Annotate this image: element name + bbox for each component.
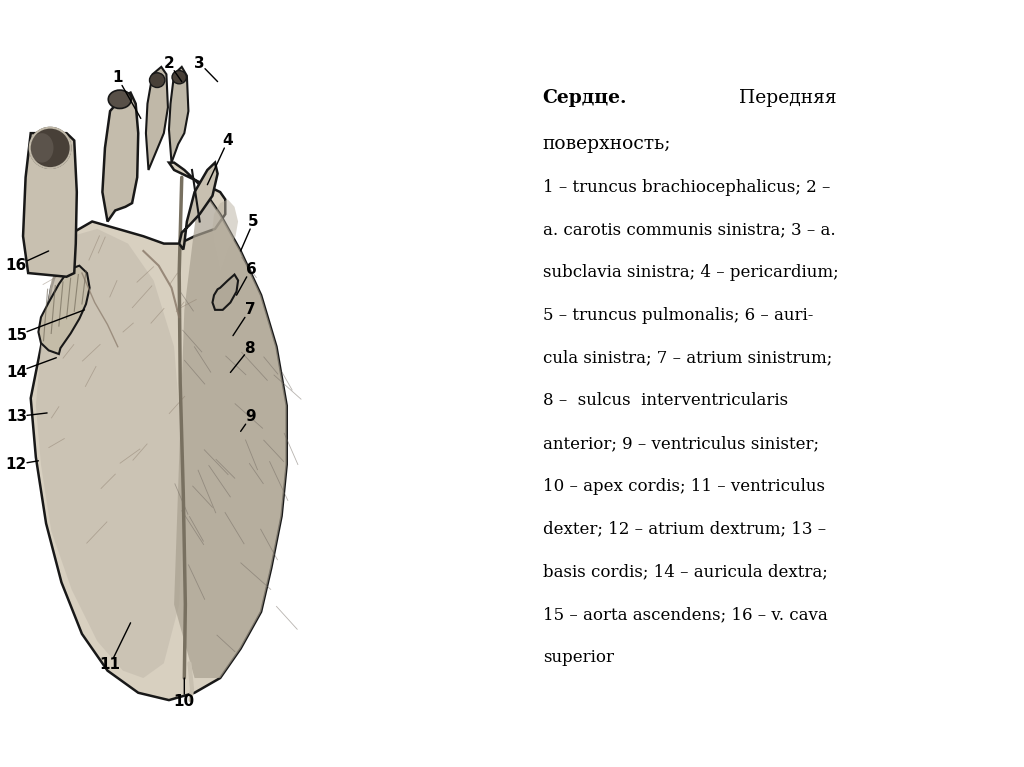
Text: superior: superior (543, 649, 613, 666)
Polygon shape (36, 229, 184, 678)
Text: dexter; 12 – atrium dextrum; 13 –: dexter; 12 – atrium dextrum; 13 – (543, 521, 825, 538)
Ellipse shape (30, 127, 71, 168)
Polygon shape (179, 163, 217, 249)
Text: 11: 11 (99, 623, 131, 672)
Polygon shape (213, 275, 238, 310)
Text: поверхность;: поверхность; (543, 135, 671, 153)
Text: 1 – truncus brachiocephalicus; 2 –: 1 – truncus brachiocephalicus; 2 – (543, 179, 830, 196)
Text: 8 –  sulcus  interventricularis: 8 – sulcus interventricularis (543, 393, 787, 410)
Text: cula sinistra; 7 – atrium sinistrum;: cula sinistra; 7 – atrium sinistrum; (543, 350, 831, 367)
Polygon shape (213, 199, 238, 273)
Text: 14: 14 (6, 357, 56, 380)
Text: 13: 13 (6, 409, 47, 424)
Text: 16: 16 (6, 251, 49, 273)
Text: 9: 9 (241, 409, 256, 431)
Text: 4: 4 (207, 133, 233, 185)
Text: 3: 3 (195, 56, 217, 81)
Polygon shape (169, 67, 188, 163)
Ellipse shape (150, 73, 165, 87)
Polygon shape (174, 185, 287, 678)
Text: 12: 12 (6, 457, 39, 472)
Ellipse shape (31, 133, 53, 163)
Polygon shape (145, 67, 168, 170)
Text: 7: 7 (233, 302, 255, 336)
Polygon shape (31, 163, 287, 700)
Polygon shape (23, 133, 77, 277)
Text: subclavia sinistra; 4 – pericardium;: subclavia sinistra; 4 – pericardium; (543, 264, 839, 281)
Text: 8: 8 (230, 341, 255, 373)
Ellipse shape (109, 90, 131, 108)
Text: Передняя: Передняя (727, 89, 837, 107)
Text: 1: 1 (113, 71, 141, 118)
Polygon shape (102, 93, 138, 222)
Text: 10: 10 (174, 678, 195, 709)
Text: Сердце.: Сердце. (543, 89, 628, 107)
Text: 15: 15 (6, 310, 84, 343)
Text: anterior; 9 – ventriculus sinister;: anterior; 9 – ventriculus sinister; (543, 435, 819, 452)
Text: 5: 5 (241, 214, 259, 251)
Text: 15 – aorta ascendens; 16 – v. cava: 15 – aorta ascendens; 16 – v. cava (543, 606, 827, 623)
Text: a. carotis communis sinistra; 3 – a.: a. carotis communis sinistra; 3 – a. (543, 222, 836, 239)
Text: 5 – truncus pulmonalis; 6 – auri-: 5 – truncus pulmonalis; 6 – auri- (543, 307, 813, 324)
Text: 10 – apex cordis; 11 – ventriculus: 10 – apex cordis; 11 – ventriculus (543, 478, 824, 495)
Text: 6: 6 (237, 262, 256, 295)
Polygon shape (39, 265, 90, 354)
Text: basis cordis; 14 – auricula dextra;: basis cordis; 14 – auricula dextra; (543, 563, 827, 580)
Text: 2: 2 (164, 56, 182, 81)
Ellipse shape (172, 71, 186, 84)
